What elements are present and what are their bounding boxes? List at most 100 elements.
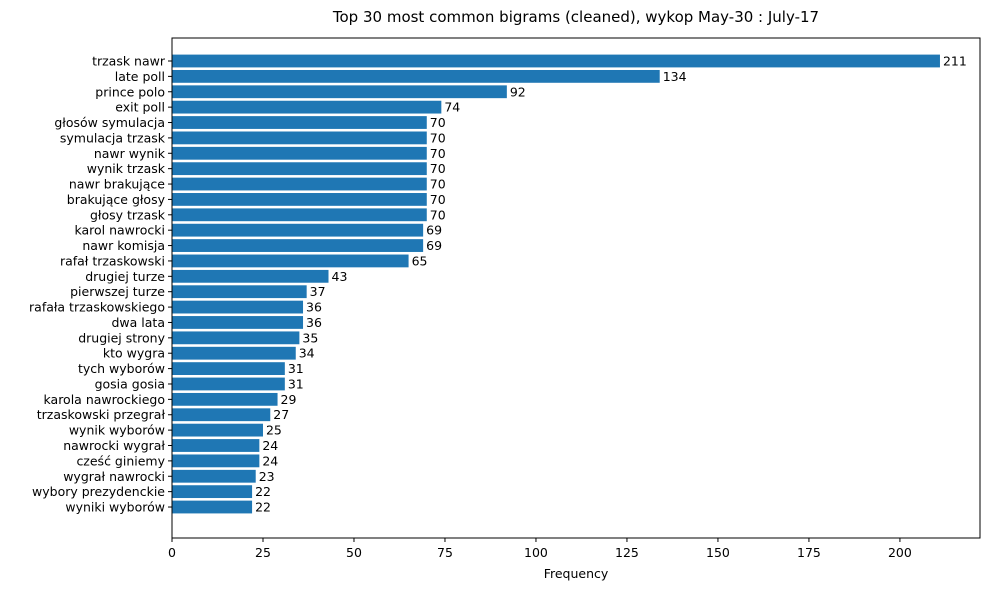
bar	[172, 193, 427, 206]
bar	[172, 469, 256, 483]
bar	[172, 131, 427, 145]
bar	[172, 69, 660, 83]
bar-value-label: 70	[430, 161, 446, 176]
bar	[172, 85, 507, 99]
bar	[172, 439, 260, 452]
y-tick-label: cześć giniemy	[76, 453, 165, 468]
bar-value-label: 70	[430, 177, 446, 192]
bar-value-label: 70	[430, 207, 446, 222]
bar-value-label: 70	[430, 115, 446, 130]
bar	[172, 239, 424, 252]
bar-value-label: 22	[255, 484, 271, 499]
bar	[172, 331, 300, 345]
bar-value-label: 74	[444, 100, 460, 115]
y-tick-label: pierwszej turze	[70, 284, 165, 299]
bar-value-label: 23	[259, 469, 275, 484]
bar	[172, 100, 442, 114]
x-tick-label: 200	[888, 545, 912, 560]
bar	[172, 162, 427, 176]
y-tick-label: karola nawrockiego	[44, 392, 165, 407]
x-tick-label: 25	[255, 545, 271, 560]
x-axis-ticks: 0 25 50 75 100 125 150 175 200	[168, 538, 912, 560]
bar	[172, 377, 285, 391]
y-tick-label: symulacja trzask	[60, 130, 166, 145]
bar-value-label: 35	[302, 330, 318, 345]
y-tick-label: wybory prezydenckie	[32, 484, 165, 499]
bar-value-label: 92	[510, 84, 526, 99]
x-tick-label: 175	[797, 545, 821, 560]
bar	[172, 116, 427, 129]
bar	[172, 362, 285, 375]
bar-value-label: 36	[306, 300, 322, 315]
x-tick-label: 75	[437, 545, 453, 560]
bar-value-label: 134	[663, 69, 687, 84]
y-tick-label: wygrał nawrocki	[63, 469, 165, 484]
bar	[172, 223, 424, 237]
y-tick-label: nawr komisja	[82, 238, 165, 253]
x-axis-label: Frequency	[544, 566, 609, 581]
bar-value-label: 29	[281, 392, 297, 407]
bar	[172, 208, 427, 222]
y-tick-label: kto wygra	[103, 346, 165, 361]
bar	[172, 392, 278, 406]
x-tick-label: 150	[706, 545, 730, 560]
bar-value-label: 27	[273, 407, 289, 422]
bar-value-label: 31	[288, 376, 304, 391]
y-tick-label: rafała trzaskowskiego	[29, 300, 165, 315]
bar-value-label: 211	[943, 54, 967, 69]
bar-value-label: 69	[426, 223, 442, 238]
y-tick-label: wyniki wyborów	[65, 500, 165, 515]
bar	[172, 454, 260, 468]
bar-value-label: 43	[332, 269, 348, 284]
x-tick-label: 100	[524, 545, 548, 560]
bar-value-label: 65	[412, 253, 428, 268]
bar	[172, 269, 329, 283]
plot-frame	[171, 37, 981, 539]
y-tick-label: brakujące głosy	[67, 192, 166, 207]
bar-value-label: 69	[426, 238, 442, 253]
bar-labels-group: 2111349274707070707070706969654337363635…	[255, 54, 967, 515]
x-tick-label: 0	[168, 545, 176, 560]
y-tick-label: nawr brakujące	[69, 177, 165, 192]
y-tick-label: prince polo	[95, 84, 165, 99]
bar-value-label: 24	[262, 438, 278, 453]
bars-group	[172, 54, 940, 514]
y-tick-label: trzaskowski przegrał	[37, 407, 166, 422]
bar	[172, 54, 940, 68]
bar-value-label: 31	[288, 361, 304, 376]
bar	[172, 408, 271, 422]
bar-value-label: 70	[430, 192, 446, 207]
bar	[172, 177, 427, 191]
bar-value-label: 34	[299, 346, 315, 361]
chart-title: Top 30 most common bigrams (cleaned), wy…	[332, 8, 819, 26]
bar	[172, 316, 304, 329]
bar-value-label: 25	[266, 423, 282, 438]
bar-value-label: 70	[430, 130, 446, 145]
bar-value-label: 24	[262, 453, 278, 468]
x-tick-label: 50	[346, 545, 362, 560]
bar	[172, 346, 296, 360]
y-tick-label: wynik wyborów	[69, 423, 165, 438]
y-tick-label: nawrocki wygrał	[63, 438, 165, 453]
y-tick-label: drugiej strony	[78, 330, 165, 345]
x-tick-label: 125	[615, 545, 639, 560]
y-tick-label: drugiej turze	[85, 269, 165, 284]
y-tick-label: rafał trzaskowski	[60, 253, 165, 268]
y-tick-label: trzask nawr	[92, 54, 166, 69]
y-tick-label: wynik trzask	[87, 161, 166, 176]
y-tick-label: głosy trzask	[90, 207, 166, 222]
y-tick-label: exit poll	[115, 100, 165, 115]
bar	[172, 500, 253, 514]
y-tick-label: tych wyborów	[78, 361, 165, 376]
y-tick-label: głosów symulacja	[54, 115, 165, 130]
bar	[172, 300, 304, 314]
bar	[172, 254, 409, 268]
y-tick-label: late poll	[115, 69, 165, 84]
y-tick-label: dwa lata	[112, 315, 166, 330]
y-tick-label: gosia gosia	[95, 376, 165, 391]
bar-value-label: 70	[430, 146, 446, 161]
bar-value-label: 36	[306, 315, 322, 330]
bar	[172, 146, 427, 160]
